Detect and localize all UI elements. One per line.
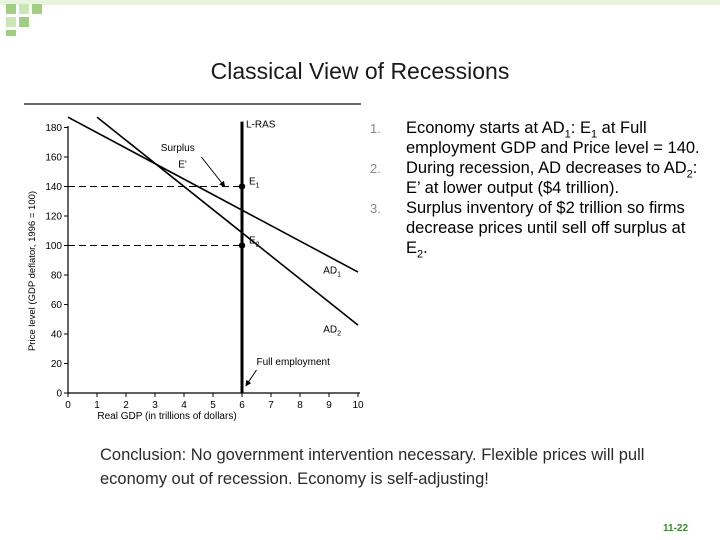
e1-label: E1: [249, 177, 260, 190]
y-axis-label: Price level (GDP deflator, 1996 = 100): [27, 191, 38, 351]
corner-square: [19, 17, 29, 27]
corner-square: [19, 4, 29, 14]
item-text: .: [423, 239, 428, 257]
item-text: at Full employment GDP and Price level =…: [406, 119, 700, 157]
ad2-letters: AD: [323, 325, 337, 336]
item-number: 3.: [370, 201, 381, 216]
e-prime-label: E': [178, 159, 187, 170]
corner-square: [6, 4, 16, 14]
top-band: [0, 0, 720, 5]
ad1-label: AD1: [323, 266, 341, 279]
ad1-letters: AD: [323, 266, 337, 277]
x-tick-label: 5: [210, 400, 216, 411]
ad1-curve: [67, 116, 359, 273]
full-employment-arrow: [245, 369, 257, 387]
lras-label: L-RAS: [246, 120, 276, 131]
subscript: 2: [686, 168, 693, 181]
y-tick-label: 160: [45, 153, 62, 164]
x-tick-label: 2: [123, 400, 129, 411]
x-tick-label: 3: [152, 400, 158, 411]
explanation-list: 1. Economy starts at AD1: E1 at Full empl…: [370, 118, 700, 261]
y-tick-label: 140: [45, 182, 62, 193]
ad2-curve: [96, 116, 359, 326]
y-tick-label: 120: [45, 212, 62, 223]
x-tick-label: 4: [181, 400, 187, 411]
explanation-item: 1. Economy starts at AD1: E1 at Full empl…: [370, 118, 700, 158]
full-employment-label: Full employment: [257, 357, 331, 368]
header-decoration: [0, 0, 720, 36]
ad1-subscript: 1: [337, 272, 341, 279]
item-number: 1.: [370, 121, 381, 136]
y-tick-label: 180: [45, 123, 62, 134]
item-text: Surplus inventory of $2 trillion so firm…: [406, 199, 686, 257]
explanation-item: 2. During recession, AD decreases to AD2:…: [370, 158, 700, 198]
x-axis-label: Real GDP (in trillions of dollars): [97, 411, 236, 422]
item-text: During recession, AD decreases to AD: [406, 159, 687, 177]
item-text: : E: [570, 119, 591, 137]
e1-subscript: 1: [256, 183, 260, 190]
item-text: Economy starts at AD: [406, 119, 565, 137]
subscript: 1: [564, 128, 571, 141]
x-ticks: 0 1 2 3 4 5 6 7 8 9 10: [65, 393, 364, 411]
conclusion-text: Conclusion: No government intervention n…: [100, 446, 645, 488]
subscript: 1: [590, 128, 598, 141]
surplus-arrow: [201, 156, 226, 188]
ad2-label: AD2: [323, 325, 341, 338]
corner-square: [6, 17, 16, 27]
slide-title: Classical View of Recessions: [210, 58, 510, 84]
x-tick-label: 0: [65, 400, 71, 411]
y-ticks: 0 20 40 60 80 100 120 140 160 180: [45, 123, 68, 400]
graph-top-rule: [24, 103, 361, 105]
corner-square: [6, 30, 16, 36]
y-tick-label: 0: [56, 389, 62, 400]
y-tick-label: 80: [51, 271, 63, 282]
y-tick-label: 20: [51, 359, 63, 370]
x-tick-label: 7: [268, 400, 274, 411]
x-tick-label: 1: [94, 400, 100, 411]
slide-number: 11-22: [663, 523, 689, 534]
explanation-item: 3. Surplus inventory of $2 trillion so fi…: [370, 198, 700, 261]
e2-letter: E: [249, 236, 256, 247]
corner-square: [32, 4, 42, 14]
surplus-label: Surplus: [161, 143, 195, 154]
item-text: : E’ at lower output ($4 trillion).: [406, 159, 698, 197]
y-tick-label: 100: [45, 241, 62, 252]
item-number: 2.: [370, 161, 381, 176]
ad-as-graph: Price level (GDP deflator, 1996 = 100) R…: [20, 106, 365, 431]
e2-point: [238, 242, 246, 249]
subscript: 2: [417, 248, 424, 261]
y-tick-label: 40: [51, 330, 63, 341]
x-tick-label: 10: [352, 400, 364, 411]
e2-subscript: 2: [256, 242, 260, 249]
x-tick-label: 8: [297, 400, 303, 411]
e1-letter: E: [249, 177, 256, 188]
e1-point: [238, 183, 246, 190]
ad2-subscript: 2: [337, 331, 341, 338]
x-tick-label: 9: [326, 400, 332, 411]
y-tick-label: 60: [51, 300, 63, 311]
x-tick-label: 6: [239, 400, 245, 411]
e2-label: E2: [249, 236, 260, 249]
